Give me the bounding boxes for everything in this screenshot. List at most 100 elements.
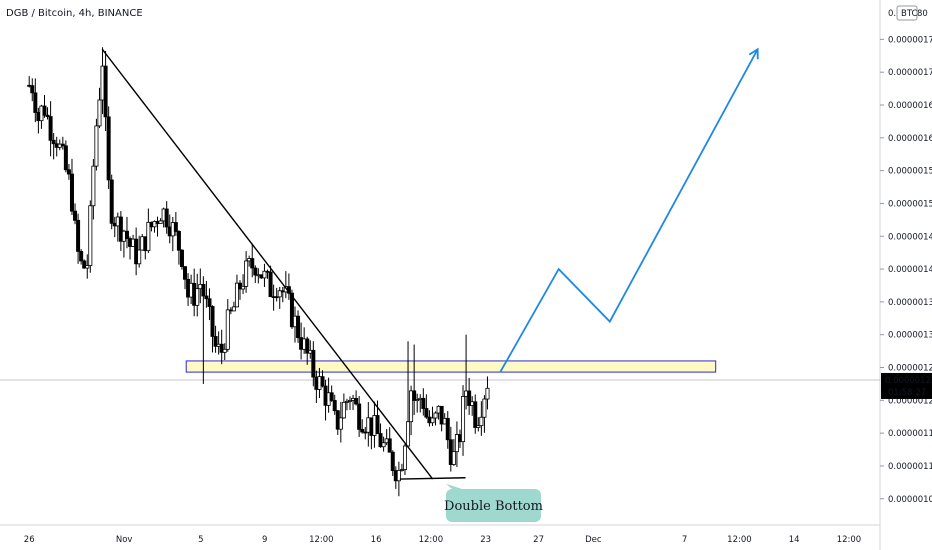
time-axis-label: Nov	[116, 535, 133, 545]
candle-body	[479, 416, 484, 427]
projection-path	[499, 48, 759, 373]
price-tick-label: 0.00000125	[888, 364, 932, 374]
price-tick-label: 0.00000145	[888, 232, 932, 242]
candle-body	[241, 285, 246, 290]
time-axis-label: 23	[480, 535, 491, 545]
candle-body	[433, 412, 438, 419]
time-axis-label: 12:00	[727, 535, 752, 545]
price-tick-label: 0.00000155	[888, 167, 932, 177]
candle-body	[73, 210, 78, 221]
candle-body	[195, 288, 200, 306]
candle-body	[244, 260, 249, 287]
candle-body	[30, 85, 35, 94]
candle-body	[97, 99, 102, 127]
price-tick-label: 0.00000175	[888, 35, 932, 45]
candle-body	[91, 165, 96, 207]
candle-body	[409, 390, 414, 423]
candle-body	[33, 92, 38, 113]
candle-body	[347, 399, 352, 402]
candle-body	[445, 417, 450, 441]
projection-arrowhead	[748, 47, 759, 60]
candle-body	[430, 417, 435, 424]
time-axis-label: 12:00	[309, 535, 334, 545]
candle-body	[482, 398, 487, 418]
candle-body	[360, 428, 365, 433]
candle-body	[69, 173, 74, 212]
time-axis-label: 14	[789, 535, 800, 545]
candle-body	[152, 221, 157, 228]
candle-body	[305, 338, 310, 354]
candle-body	[63, 145, 68, 171]
candle-body	[338, 417, 343, 430]
candle-body	[164, 208, 169, 228]
time-axis-label: Dec	[585, 535, 602, 545]
candle-body	[381, 442, 386, 448]
currency-badge	[896, 5, 918, 21]
candle-body	[60, 143, 65, 147]
candle-body	[176, 231, 181, 251]
resistance-zone	[185, 360, 717, 373]
descending-trendline	[101, 48, 434, 480]
candle-body	[439, 405, 444, 425]
candle-body	[201, 283, 206, 297]
candle-body	[231, 306, 236, 312]
candle-body	[51, 139, 56, 145]
candle-body	[412, 390, 417, 401]
candle-body	[173, 222, 178, 232]
candle-body	[234, 282, 239, 308]
price-tick-label: 0.00000165	[888, 101, 932, 111]
candle-body	[406, 421, 411, 447]
candle-body	[146, 221, 151, 252]
candle-body	[137, 249, 142, 265]
candle-body	[106, 116, 111, 181]
price-tick-label-partial: 0.0	[888, 9, 902, 19]
candle-body	[357, 403, 362, 430]
candle-body	[320, 376, 325, 387]
candle-body	[76, 219, 81, 252]
last-price-value: 0.00000123	[885, 376, 932, 386]
candle-body	[88, 205, 93, 266]
candle-body	[268, 271, 273, 298]
candle-body	[399, 469, 404, 471]
candle-body	[454, 434, 459, 453]
candle-body	[94, 125, 99, 167]
candle-body	[332, 400, 337, 412]
candle-body	[341, 401, 346, 419]
candle-body	[296, 315, 301, 339]
candle-body	[183, 266, 188, 280]
candle-body	[344, 400, 349, 403]
candle-body	[82, 260, 87, 269]
candle-body	[354, 398, 359, 405]
candle-body	[222, 348, 227, 353]
candle-body	[467, 390, 472, 406]
candle-body	[375, 415, 380, 434]
candle-body	[424, 408, 429, 418]
candle-body	[378, 433, 383, 448]
candle-body	[289, 292, 294, 328]
price-tick-label-partial: 80	[917, 9, 928, 19]
price-tick-label: 0.00000105	[888, 495, 932, 505]
candle-body	[118, 216, 123, 242]
candle-body	[109, 179, 114, 224]
double-bottom-label: Double Bottom	[444, 499, 543, 514]
candle-body	[213, 336, 218, 347]
time-axis-label: 16	[371, 535, 382, 545]
candle-body	[277, 290, 282, 298]
candle-body	[390, 451, 395, 471]
candle-body	[210, 306, 215, 337]
candle-body	[158, 220, 163, 225]
double-bottom-callout	[446, 489, 541, 522]
candle-body	[396, 469, 401, 482]
candle-body	[461, 396, 466, 443]
candle-body	[421, 397, 426, 409]
candle-body	[42, 105, 47, 116]
candle-body	[415, 399, 420, 401]
time-axis-label: 7	[682, 535, 687, 545]
